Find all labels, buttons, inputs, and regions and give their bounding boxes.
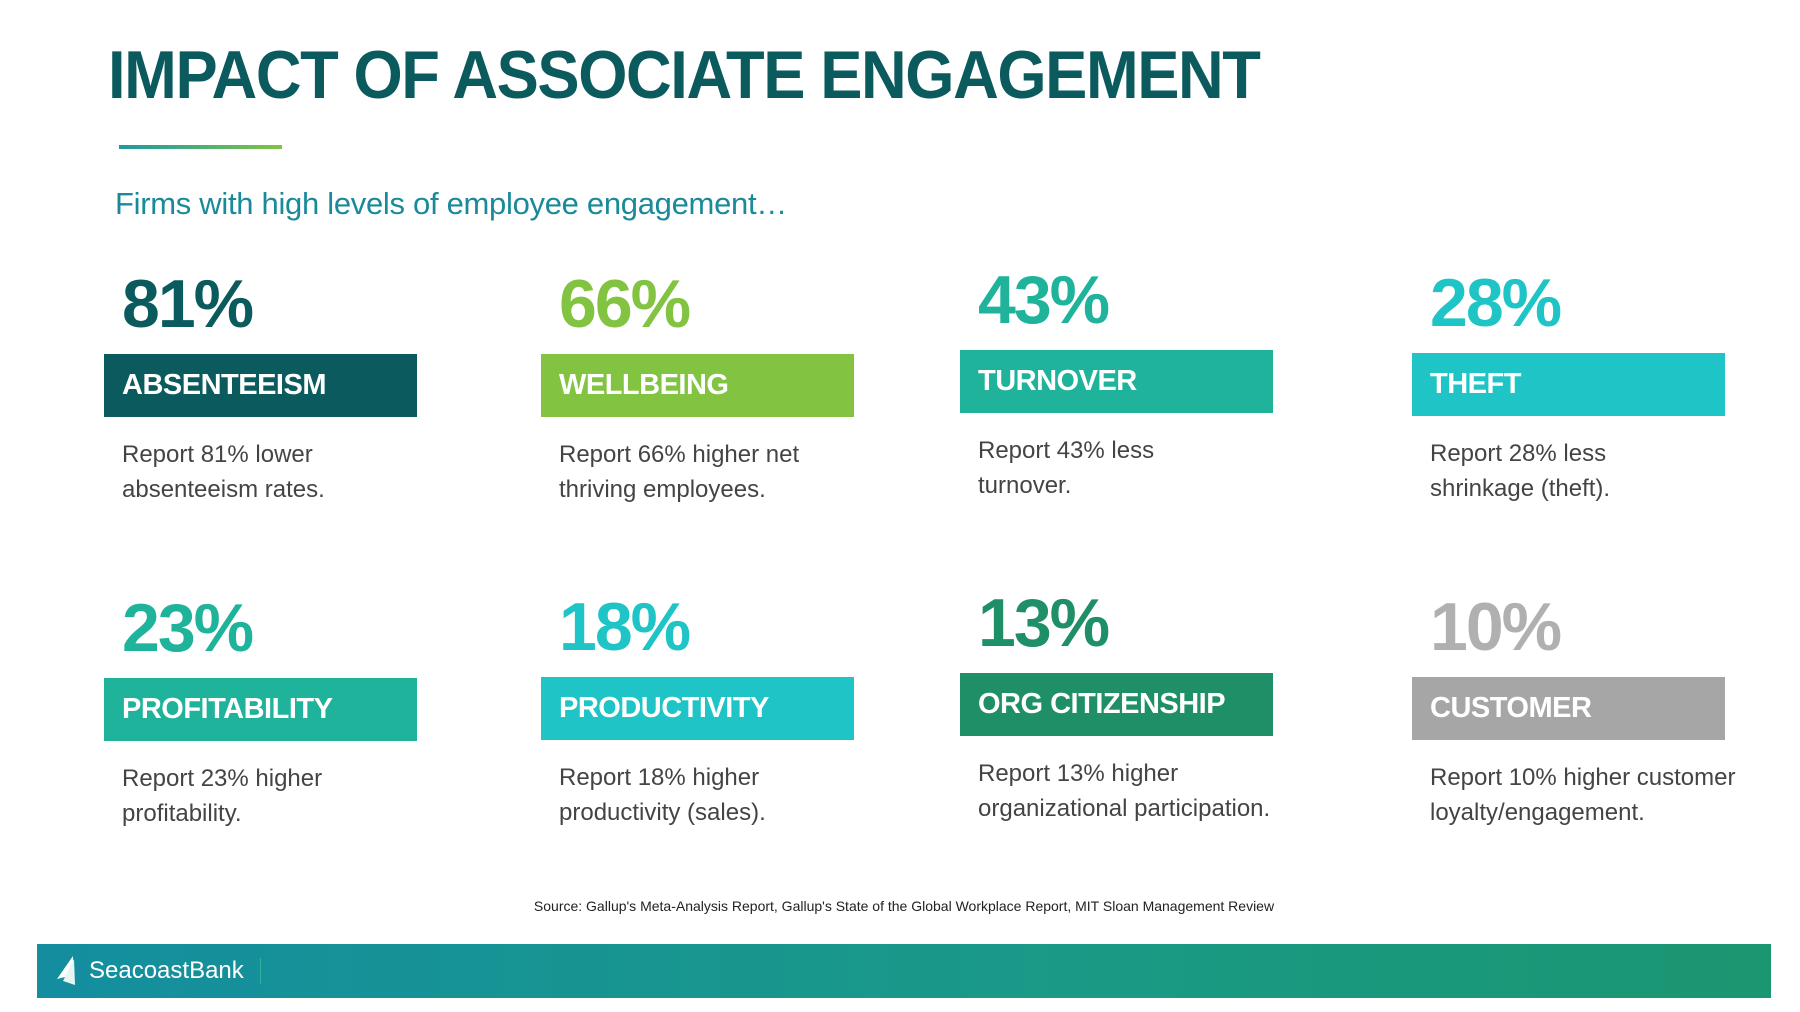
subtitle: Firms with high levels of employee engag… bbox=[115, 186, 787, 221]
logo: SeacoastBank bbox=[53, 954, 244, 988]
stat-description: Report 18% higher productivity (sales). bbox=[559, 764, 766, 826]
page-title: IMPACT OF ASSOCIATE ENGAGEMENT bbox=[108, 37, 1261, 113]
stat-description: Report 81% lower absenteeism rates. bbox=[122, 441, 325, 503]
title-underline bbox=[119, 145, 282, 149]
stat-label: TURNOVER bbox=[960, 350, 1273, 413]
stat-label: THEFT bbox=[1412, 353, 1725, 416]
stat-description: Report 43% less turnover. bbox=[978, 437, 1155, 499]
stat-label: CUSTOMER bbox=[1412, 677, 1725, 740]
source-note: Source: Gallup's Meta-Analysis Report, G… bbox=[533, 898, 1275, 914]
stat-percent: 81% bbox=[122, 266, 254, 342]
stat-label: WELLBEING bbox=[541, 354, 854, 417]
stat-card-productivity: 18% PRODUCTIVITY Report 18% higher product… bbox=[541, 591, 861, 830]
stat-percent: 23% bbox=[122, 590, 254, 666]
stat-percent: 10% bbox=[1430, 589, 1562, 665]
divider bbox=[260, 958, 261, 984]
footer-bar: SeacoastBank bbox=[37, 944, 1771, 998]
stat-description: Report 66% higher net thriving employees… bbox=[559, 441, 800, 503]
logo-text: SeacoastBank bbox=[89, 957, 244, 984]
stat-card-profitability: 23% PROFITABILITY Report 23% higher profit… bbox=[104, 592, 424, 831]
stat-description: Report 28% less shrinkage (theft). bbox=[1430, 440, 1611, 502]
sail-icon bbox=[57, 956, 75, 985]
stat-card-wellbeing: 66% WELLBEING Report 66% higher net thrivi… bbox=[541, 268, 861, 507]
stat-description: Report 13% higher organizational partici… bbox=[978, 760, 1271, 822]
stat-card-turnover: 43% TURNOVER Report 43% less turnover. bbox=[960, 264, 1280, 503]
stat-label: ORG CITIZENSHIP bbox=[960, 673, 1273, 736]
stat-card-org-citizenship: 13% ORG CITIZENSHIP Report 13% higher orga… bbox=[960, 587, 1280, 826]
stat-percent: 28% bbox=[1430, 265, 1562, 341]
stat-card-absenteeism: 81% ABSENTEEISM Report 81% lower absenteei… bbox=[104, 268, 424, 507]
stat-label: PRODUCTIVITY bbox=[541, 677, 854, 740]
stat-percent: 13% bbox=[978, 585, 1110, 661]
stat-label: ABSENTEEISM bbox=[104, 354, 417, 417]
stat-description: Report 23% higher profitability. bbox=[122, 765, 323, 827]
stat-description: Report 10% higher customer loyalty/engag… bbox=[1430, 764, 1736, 826]
stat-percent: 43% bbox=[978, 262, 1110, 338]
stat-percent: 66% bbox=[559, 266, 691, 342]
stat-label: PROFITABILITY bbox=[104, 678, 417, 741]
stat-percent: 18% bbox=[559, 589, 691, 665]
stat-card-theft: 28% THEFT Report 28% less shrinkage (theft… bbox=[1412, 267, 1732, 506]
stat-card-customer: 10% CUSTOMER Report 10% higher customer lo… bbox=[1412, 589, 1735, 830]
